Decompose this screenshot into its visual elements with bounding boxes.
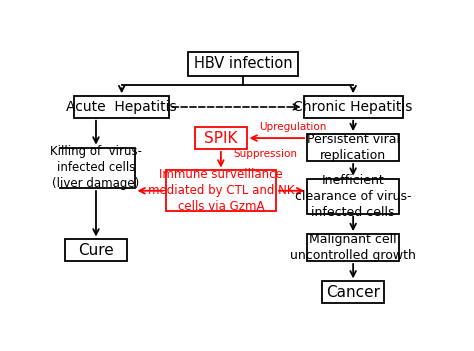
FancyBboxPatch shape [166, 171, 276, 211]
Text: Suppression: Suppression [234, 149, 298, 159]
FancyBboxPatch shape [322, 281, 384, 303]
FancyBboxPatch shape [57, 147, 135, 188]
FancyBboxPatch shape [65, 239, 127, 261]
Text: Inefficient
clearance of virus-
infected cells: Inefficient clearance of virus- infected… [295, 174, 411, 219]
Text: Chronic Hepatitis: Chronic Hepatitis [293, 100, 413, 114]
Text: Killing of  virus-
infected cells
(liver damage): Killing of virus- infected cells (liver … [50, 145, 142, 190]
FancyBboxPatch shape [74, 96, 170, 118]
Text: Immune surveillance
mediated by CTL and NK
cells via GzmA: Immune surveillance mediated by CTL and … [147, 168, 294, 213]
Text: HBV infection: HBV infection [193, 56, 292, 71]
Text: Acute  Hepatitis: Acute Hepatitis [66, 100, 177, 114]
Text: Cancer: Cancer [326, 285, 380, 300]
FancyBboxPatch shape [188, 52, 298, 76]
FancyBboxPatch shape [307, 179, 399, 214]
Text: Upregulation: Upregulation [259, 122, 326, 132]
FancyBboxPatch shape [195, 127, 246, 149]
Text: Persistent viral
replication: Persistent viral replication [307, 133, 400, 162]
Text: SPIK: SPIK [204, 131, 237, 146]
FancyBboxPatch shape [303, 96, 403, 118]
FancyBboxPatch shape [307, 234, 399, 261]
Text: Cure: Cure [78, 243, 114, 258]
Text: Malignant cell
uncontrolled growth: Malignant cell uncontrolled growth [290, 233, 416, 262]
FancyBboxPatch shape [307, 134, 399, 161]
